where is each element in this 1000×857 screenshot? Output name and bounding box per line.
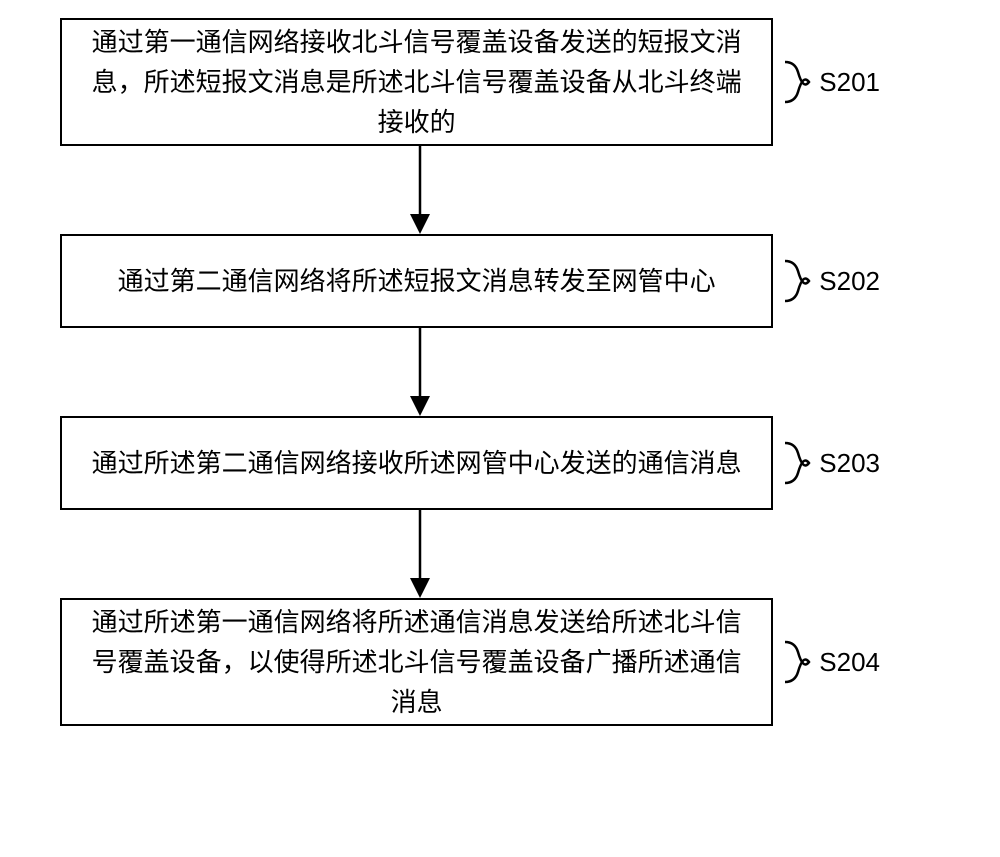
step-label-4: S204 (819, 647, 880, 678)
arrow-3 (60, 510, 780, 598)
step-row-3: 通过所述第二通信网络接收所述网管中心发送的通信消息 S203 (60, 416, 880, 510)
wave-connector-icon (785, 433, 817, 493)
step-label-3: S203 (819, 448, 880, 479)
step-row-1: 通过第一通信网络接收北斗信号覆盖设备发送的短报文消息，所述短报文消息是所述北斗信… (60, 18, 880, 146)
step-text-1: 通过第一通信网络接收北斗信号覆盖设备发送的短报文消息，所述短报文消息是所述北斗信… (82, 22, 751, 143)
step-label-wrap-4: S204 (785, 632, 880, 692)
wave-connector-icon (785, 251, 817, 311)
step-text-2: 通过第二通信网络将所述短报文消息转发至网管中心 (118, 261, 716, 301)
step-text-4: 通过所述第一通信网络将所述通信消息发送给所述北斗信号覆盖设备，以使得所述北斗信号… (82, 602, 751, 723)
step-box-1: 通过第一通信网络接收北斗信号覆盖设备发送的短报文消息，所述短报文消息是所述北斗信… (60, 18, 773, 146)
arrow-1 (60, 146, 780, 234)
step-label-wrap-2: S202 (785, 251, 880, 311)
wave-connector-icon (785, 52, 817, 112)
step-label-wrap-3: S203 (785, 433, 880, 493)
down-arrow-icon (400, 510, 440, 598)
step-label-1: S201 (819, 67, 880, 98)
step-row-2: 通过第二通信网络将所述短报文消息转发至网管中心 S202 (60, 234, 880, 328)
step-row-4: 通过所述第一通信网络将所述通信消息发送给所述北斗信号覆盖设备，以使得所述北斗信号… (60, 598, 880, 726)
step-text-3: 通过所述第二通信网络接收所述网管中心发送的通信消息 (92, 443, 742, 483)
step-label-wrap-1: S201 (785, 52, 880, 112)
step-box-3: 通过所述第二通信网络接收所述网管中心发送的通信消息 (60, 416, 773, 510)
flowchart-container: 通过第一通信网络接收北斗信号覆盖设备发送的短报文消息，所述短报文消息是所述北斗信… (60, 18, 880, 726)
step-box-2: 通过第二通信网络将所述短报文消息转发至网管中心 (60, 234, 773, 328)
arrow-2 (60, 328, 780, 416)
down-arrow-icon (400, 328, 440, 416)
wave-connector-icon (785, 632, 817, 692)
down-arrow-icon (400, 146, 440, 234)
step-label-2: S202 (819, 266, 880, 297)
step-box-4: 通过所述第一通信网络将所述通信消息发送给所述北斗信号覆盖设备，以使得所述北斗信号… (60, 598, 773, 726)
